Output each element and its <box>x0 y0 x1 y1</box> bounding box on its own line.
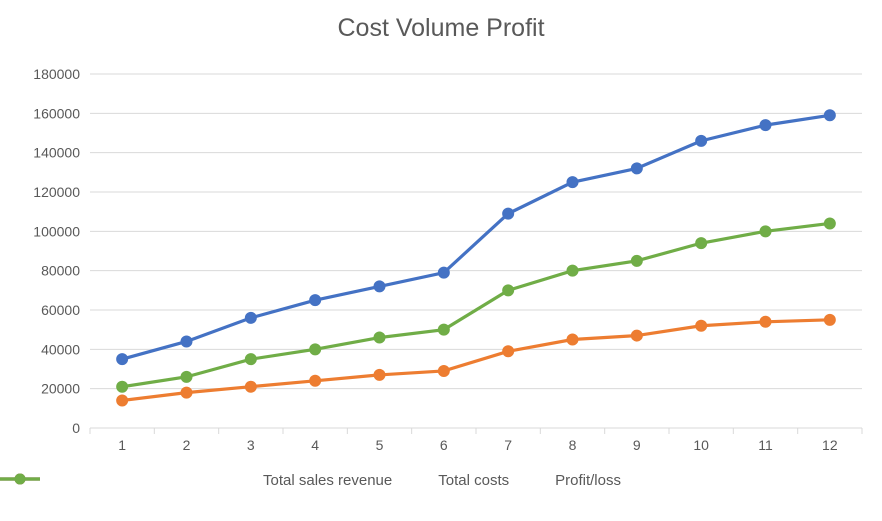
series-marker-1 <box>696 320 707 331</box>
series-marker-2 <box>696 238 707 249</box>
x-tick-label: 10 <box>693 437 709 453</box>
series-marker-1 <box>631 330 642 341</box>
legend-label: Total costs <box>438 472 509 489</box>
y-tick-label: 140000 <box>33 145 80 161</box>
series-marker-2 <box>117 381 128 392</box>
series-marker-0 <box>181 336 192 347</box>
series-marker-0 <box>696 135 707 146</box>
series-marker-0 <box>374 281 385 292</box>
series-marker-0 <box>117 354 128 365</box>
series-marker-2 <box>631 255 642 266</box>
x-tick-label: 11 <box>758 437 773 453</box>
series-marker-1 <box>374 369 385 380</box>
legend-label: Total sales revenue <box>263 472 392 489</box>
x-tick-label: 6 <box>440 437 448 453</box>
series-marker-0 <box>760 120 771 131</box>
series-marker-2 <box>181 371 192 382</box>
series-marker-0 <box>824 110 835 121</box>
chart-container: Cost Volume Profit 020000400006000080000… <box>0 0 882 521</box>
y-tick-label: 80000 <box>41 263 80 279</box>
legend: Total sales revenue Total costs Profit/los… <box>0 472 882 489</box>
series-marker-1 <box>503 346 514 357</box>
series-marker-1 <box>245 381 256 392</box>
series-marker-2 <box>824 218 835 229</box>
x-tick-label: 9 <box>633 437 641 453</box>
series-marker-2 <box>245 354 256 365</box>
legend-label: Profit/loss <box>555 472 621 489</box>
y-tick-label: 120000 <box>33 184 80 200</box>
series-marker-1 <box>760 316 771 327</box>
x-tick-label: 12 <box>822 437 838 453</box>
series-marker-1 <box>824 314 835 325</box>
series-marker-0 <box>503 208 514 219</box>
series-line-0 <box>122 115 830 359</box>
series-marker-2 <box>438 324 449 335</box>
y-tick-label: 180000 <box>33 66 80 82</box>
series-marker-0 <box>567 177 578 188</box>
series-marker-0 <box>245 312 256 323</box>
series-marker-1 <box>117 395 128 406</box>
y-tick-label: 20000 <box>41 381 80 397</box>
x-tick-label: 2 <box>183 437 191 453</box>
y-tick-label: 0 <box>72 420 80 436</box>
series-marker-2 <box>374 332 385 343</box>
y-tick-label: 160000 <box>33 105 80 121</box>
x-tick-label: 8 <box>569 437 577 453</box>
y-tick-label: 60000 <box>41 302 80 318</box>
series-marker-0 <box>438 267 449 278</box>
series-marker-2 <box>760 226 771 237</box>
x-tick-label: 1 <box>118 437 126 453</box>
x-tick-label: 3 <box>247 437 255 453</box>
series-marker-1 <box>310 375 321 386</box>
series-marker-2 <box>310 344 321 355</box>
series-marker-0 <box>310 295 321 306</box>
x-tick-label: 4 <box>311 437 319 453</box>
legend-item-0: Total sales revenue <box>261 472 392 489</box>
line-chart: 0 20000 40000 60000 80000 100000 120000 140000 1… <box>0 0 882 521</box>
series-marker-1 <box>438 365 449 376</box>
series-marker-2 <box>567 265 578 276</box>
legend-item-2: Profit/loss <box>553 472 621 489</box>
y-tick-label: 100000 <box>33 223 80 239</box>
y-tick-label: 40000 <box>41 341 80 357</box>
x-tick-label: 5 <box>376 437 384 453</box>
series-marker-0 <box>631 163 642 174</box>
series-marker-1 <box>181 387 192 398</box>
series-marker-1 <box>567 334 578 345</box>
series-marker-2 <box>503 285 514 296</box>
x-tick-label: 7 <box>504 437 512 453</box>
legend-item-1: Total costs <box>436 472 509 489</box>
